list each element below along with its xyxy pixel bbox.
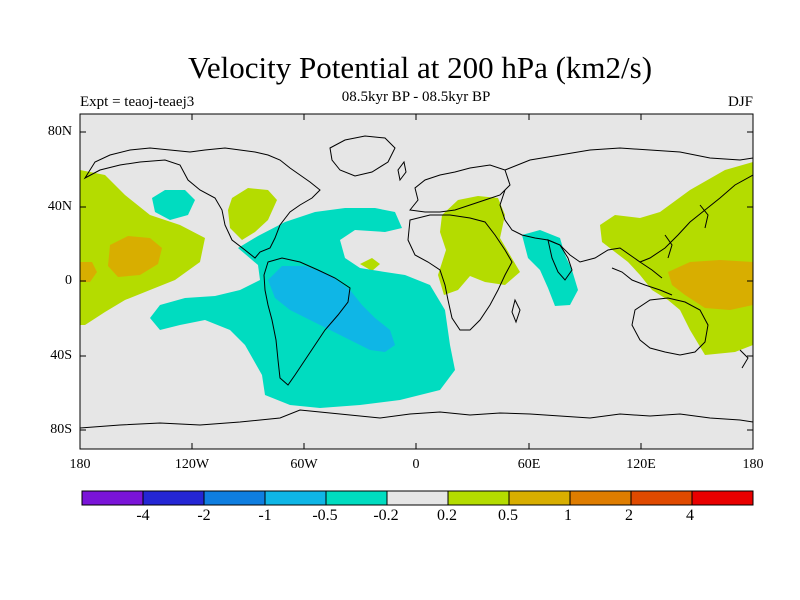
colorbar-label: 0.2 [437, 507, 457, 524]
lat-ticks [80, 131, 753, 431]
colorbar-swatch [447, 490, 510, 506]
colorbar [81, 490, 754, 506]
contour-fills [80, 162, 753, 408]
colorbar-swatch [691, 490, 754, 506]
colorbar-label: 1 [564, 507, 572, 524]
colorbar-label: -0.5 [312, 507, 338, 524]
coastline-australia [631, 297, 709, 356]
map-subtitle: 08.5kyr BP - 08.5kyr BP [341, 89, 491, 105]
coastline-madagascar [511, 298, 521, 324]
coastline-north-america [83, 147, 321, 259]
lon-label-120w: 120W [174, 457, 210, 472]
orange-region-dateline-left [80, 262, 97, 282]
coastlines [80, 135, 753, 429]
lon-ticks [79, 114, 754, 449]
coastline-asia [499, 147, 753, 263]
colorbar-swatch [508, 490, 571, 506]
lat-label-80n: 80N [47, 124, 72, 139]
colorbar-swatch [569, 490, 632, 506]
coastline-antarctica [80, 409, 753, 429]
colorbar-label: -0.2 [373, 507, 399, 524]
colorbar-label: 0.5 [498, 507, 518, 524]
coastline-greenland [329, 135, 396, 177]
colorbar-swatch [142, 490, 205, 506]
lon-label-180-right: 180 [742, 457, 764, 472]
lat-label-40s: 40S [50, 348, 72, 363]
coastline-south-america [263, 257, 351, 386]
coastline-southeast-asia [611, 234, 673, 296]
colorbar-swatch [264, 490, 327, 506]
coastline-japan [699, 204, 709, 229]
coastline-africa [407, 214, 513, 331]
lon-label-60w: 60W [290, 457, 318, 472]
lon-label-60e: 60E [517, 457, 541, 472]
map-title: Velocity Potential at 200 hPa (km2/s) [187, 50, 653, 85]
lon-label-0: 0 [412, 457, 420, 472]
experiment-label: Expt = teaoj-teaej3 [80, 94, 195, 110]
lat-label-0: 0 [65, 273, 72, 288]
colorbar-swatch [325, 490, 388, 506]
colorbar-label: 4 [686, 507, 694, 524]
positive-region-africa-arabia [438, 196, 520, 295]
colorbar-swatch [81, 490, 144, 506]
strong-negative-region-south-america [268, 266, 395, 352]
colorbar-label: -4 [136, 507, 150, 524]
colorbar-swatch [630, 490, 693, 506]
lon-label-180-left: 180 [69, 457, 91, 472]
orange-region-west-pacific [668, 260, 753, 310]
orange-region-central-pacific [108, 236, 162, 277]
season-label: DJF [727, 94, 753, 110]
negative-region-north-pacific [152, 190, 195, 220]
coastline-new-zealand [739, 349, 749, 369]
colorbar-swatch [386, 490, 449, 506]
positive-region-small-atlantic [360, 258, 380, 271]
negative-region-indian-ocean [522, 230, 578, 306]
coastline-india [547, 239, 573, 281]
coastline-uk [397, 160, 407, 182]
lon-label-120e: 120E [626, 457, 656, 472]
lat-label-40n: 40N [47, 199, 72, 214]
lat-label-80s: 80S [50, 422, 72, 437]
colorbar-label: 2 [625, 507, 633, 524]
positive-region-north-america [228, 188, 277, 240]
colorbar-label: -1 [258, 507, 272, 524]
colorbar-label: -2 [197, 507, 211, 524]
colorbar-swatch [203, 490, 266, 506]
